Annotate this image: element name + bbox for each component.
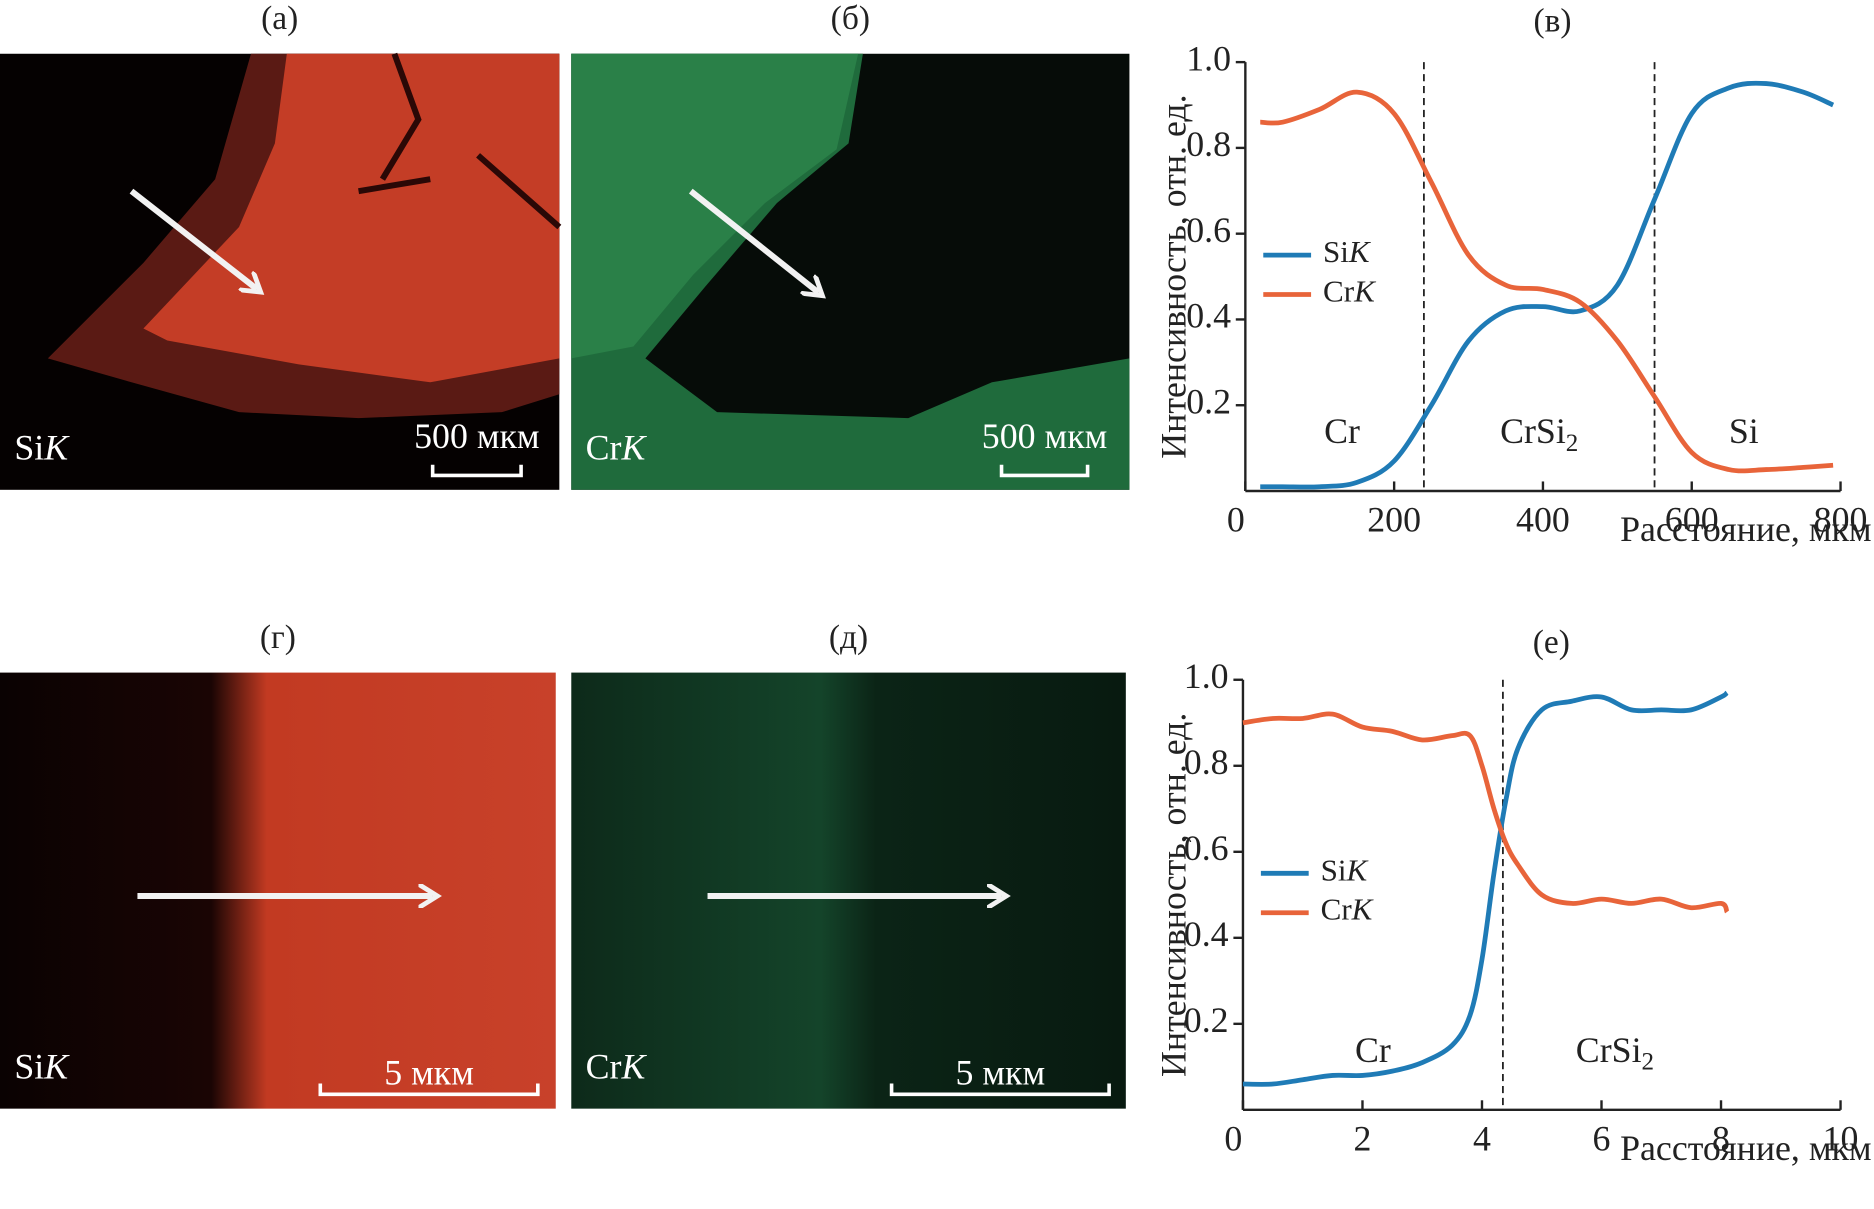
y-tick-label: 0.2 bbox=[1186, 381, 1231, 421]
x-tick-label: 200 bbox=[1367, 499, 1421, 539]
legend-label-line: K bbox=[1346, 852, 1370, 887]
x-tick-label: 10 bbox=[1823, 1118, 1859, 1158]
legend-label-main: Si bbox=[1323, 234, 1349, 269]
y-tick-label: 1.0 bbox=[1186, 38, 1231, 78]
legend-label: CrK bbox=[1323, 274, 1377, 309]
map-si-a bbox=[0, 52, 562, 490]
panel-label: (б) bbox=[831, 0, 870, 37]
scale-bar-label: 500 мкм bbox=[414, 416, 539, 456]
scale-bar-label: 500 мкм bbox=[982, 416, 1107, 456]
element-label-main: Si bbox=[14, 1047, 44, 1087]
y-tick-label: 1.0 bbox=[1184, 656, 1229, 696]
y-axis-label: Интенсивность, отн. ед. bbox=[1153, 94, 1193, 458]
region-label-main: Si bbox=[1729, 411, 1759, 451]
y-tick-label: 0.8 bbox=[1184, 742, 1229, 782]
scale-bar bbox=[318, 1083, 540, 1097]
element-label-line: K bbox=[620, 1047, 647, 1087]
panel-label: (д) bbox=[829, 619, 868, 656]
legend-label-main: Cr bbox=[1321, 892, 1353, 927]
region-label-main: CrSi bbox=[1500, 411, 1566, 451]
legend-label: SiK bbox=[1321, 852, 1370, 887]
x-axis-label: Расстояние, мкм bbox=[1620, 1128, 1872, 1168]
region-label: Cr bbox=[1324, 411, 1360, 451]
y-tick-label: 0.6 bbox=[1184, 828, 1229, 868]
region-label-sub: 2 bbox=[1566, 430, 1579, 457]
x-tick-label: 6 bbox=[1593, 1118, 1611, 1158]
x-tick-label: 4 bbox=[1473, 1118, 1491, 1158]
legend-label-main: Cr bbox=[1323, 274, 1355, 309]
scale-bar bbox=[889, 1083, 1111, 1097]
y-tick-label: 0.2 bbox=[1184, 1000, 1229, 1040]
x-tick-label: 400 bbox=[1516, 499, 1570, 539]
map-cr-d bbox=[571, 672, 1126, 1109]
y-axis-label: Интенсивность, отн. ед. bbox=[1153, 713, 1193, 1077]
element-label: SiK bbox=[14, 428, 70, 468]
region-label-main: CrSi bbox=[1576, 1030, 1642, 1070]
x-tick-label: 8 bbox=[1712, 1118, 1730, 1158]
series-line bbox=[1260, 80, 1835, 490]
y-tick-label: 0.8 bbox=[1186, 124, 1231, 164]
region-label-main: Cr bbox=[1324, 411, 1360, 451]
chart-title: (е) bbox=[1533, 624, 1570, 661]
element-label-line: K bbox=[43, 1047, 70, 1087]
y-tick-label: 0.6 bbox=[1186, 210, 1231, 250]
region-label-main: Cr bbox=[1355, 1030, 1391, 1070]
legend-label: SiK bbox=[1323, 234, 1372, 269]
map-cr-b bbox=[571, 53, 1130, 490]
scale-bar bbox=[430, 464, 523, 478]
element-label-main: Cr bbox=[586, 1047, 622, 1087]
legend-label-line: K bbox=[1353, 274, 1377, 309]
scale-bar bbox=[999, 464, 1090, 478]
region-label-sub: 2 bbox=[1642, 1048, 1655, 1075]
map-si-g bbox=[0, 672, 556, 1109]
x-tick-label: 0 bbox=[1224, 1118, 1242, 1158]
chart-title: (в) bbox=[1533, 3, 1571, 40]
scale-bar-label: 5 мкм bbox=[956, 1053, 1046, 1093]
legend-label: CrK bbox=[1321, 892, 1375, 927]
x-tick-label: 600 bbox=[1665, 499, 1719, 539]
series-line bbox=[1242, 711, 1730, 914]
legend-label-main: Si bbox=[1321, 852, 1347, 887]
element-label-main: Si bbox=[14, 428, 44, 468]
x-tick-label: 0 bbox=[1227, 499, 1245, 539]
legend-label-line: K bbox=[1348, 234, 1372, 269]
x-axis-label: Расстояние, мкм bbox=[1620, 509, 1872, 549]
region-label: CrSi2 bbox=[1576, 1030, 1654, 1075]
element-label-line: K bbox=[43, 428, 70, 468]
x-tick-label: 800 bbox=[1814, 499, 1868, 539]
series-line bbox=[1242, 690, 1729, 1087]
panel-label: (а) bbox=[261, 0, 298, 37]
scale-bar-label: 5 мкм bbox=[384, 1053, 474, 1093]
element-label-line: K bbox=[620, 428, 647, 468]
region-label: Cr bbox=[1355, 1030, 1391, 1070]
legend-label-line: K bbox=[1351, 892, 1375, 927]
y-tick-label: 0.4 bbox=[1184, 914, 1229, 954]
element-label: SiK bbox=[14, 1047, 70, 1087]
element-label: CrK bbox=[586, 428, 648, 468]
panel-label: (г) bbox=[260, 619, 296, 656]
series-line bbox=[1260, 89, 1834, 474]
element-label: CrK bbox=[586, 1047, 648, 1087]
region-label: CrSi2 bbox=[1500, 411, 1578, 456]
element-label-main: Cr bbox=[586, 428, 622, 468]
region-label: Si bbox=[1729, 411, 1759, 451]
x-tick-label: 2 bbox=[1354, 1118, 1372, 1158]
y-tick-label: 0.4 bbox=[1186, 296, 1231, 336]
